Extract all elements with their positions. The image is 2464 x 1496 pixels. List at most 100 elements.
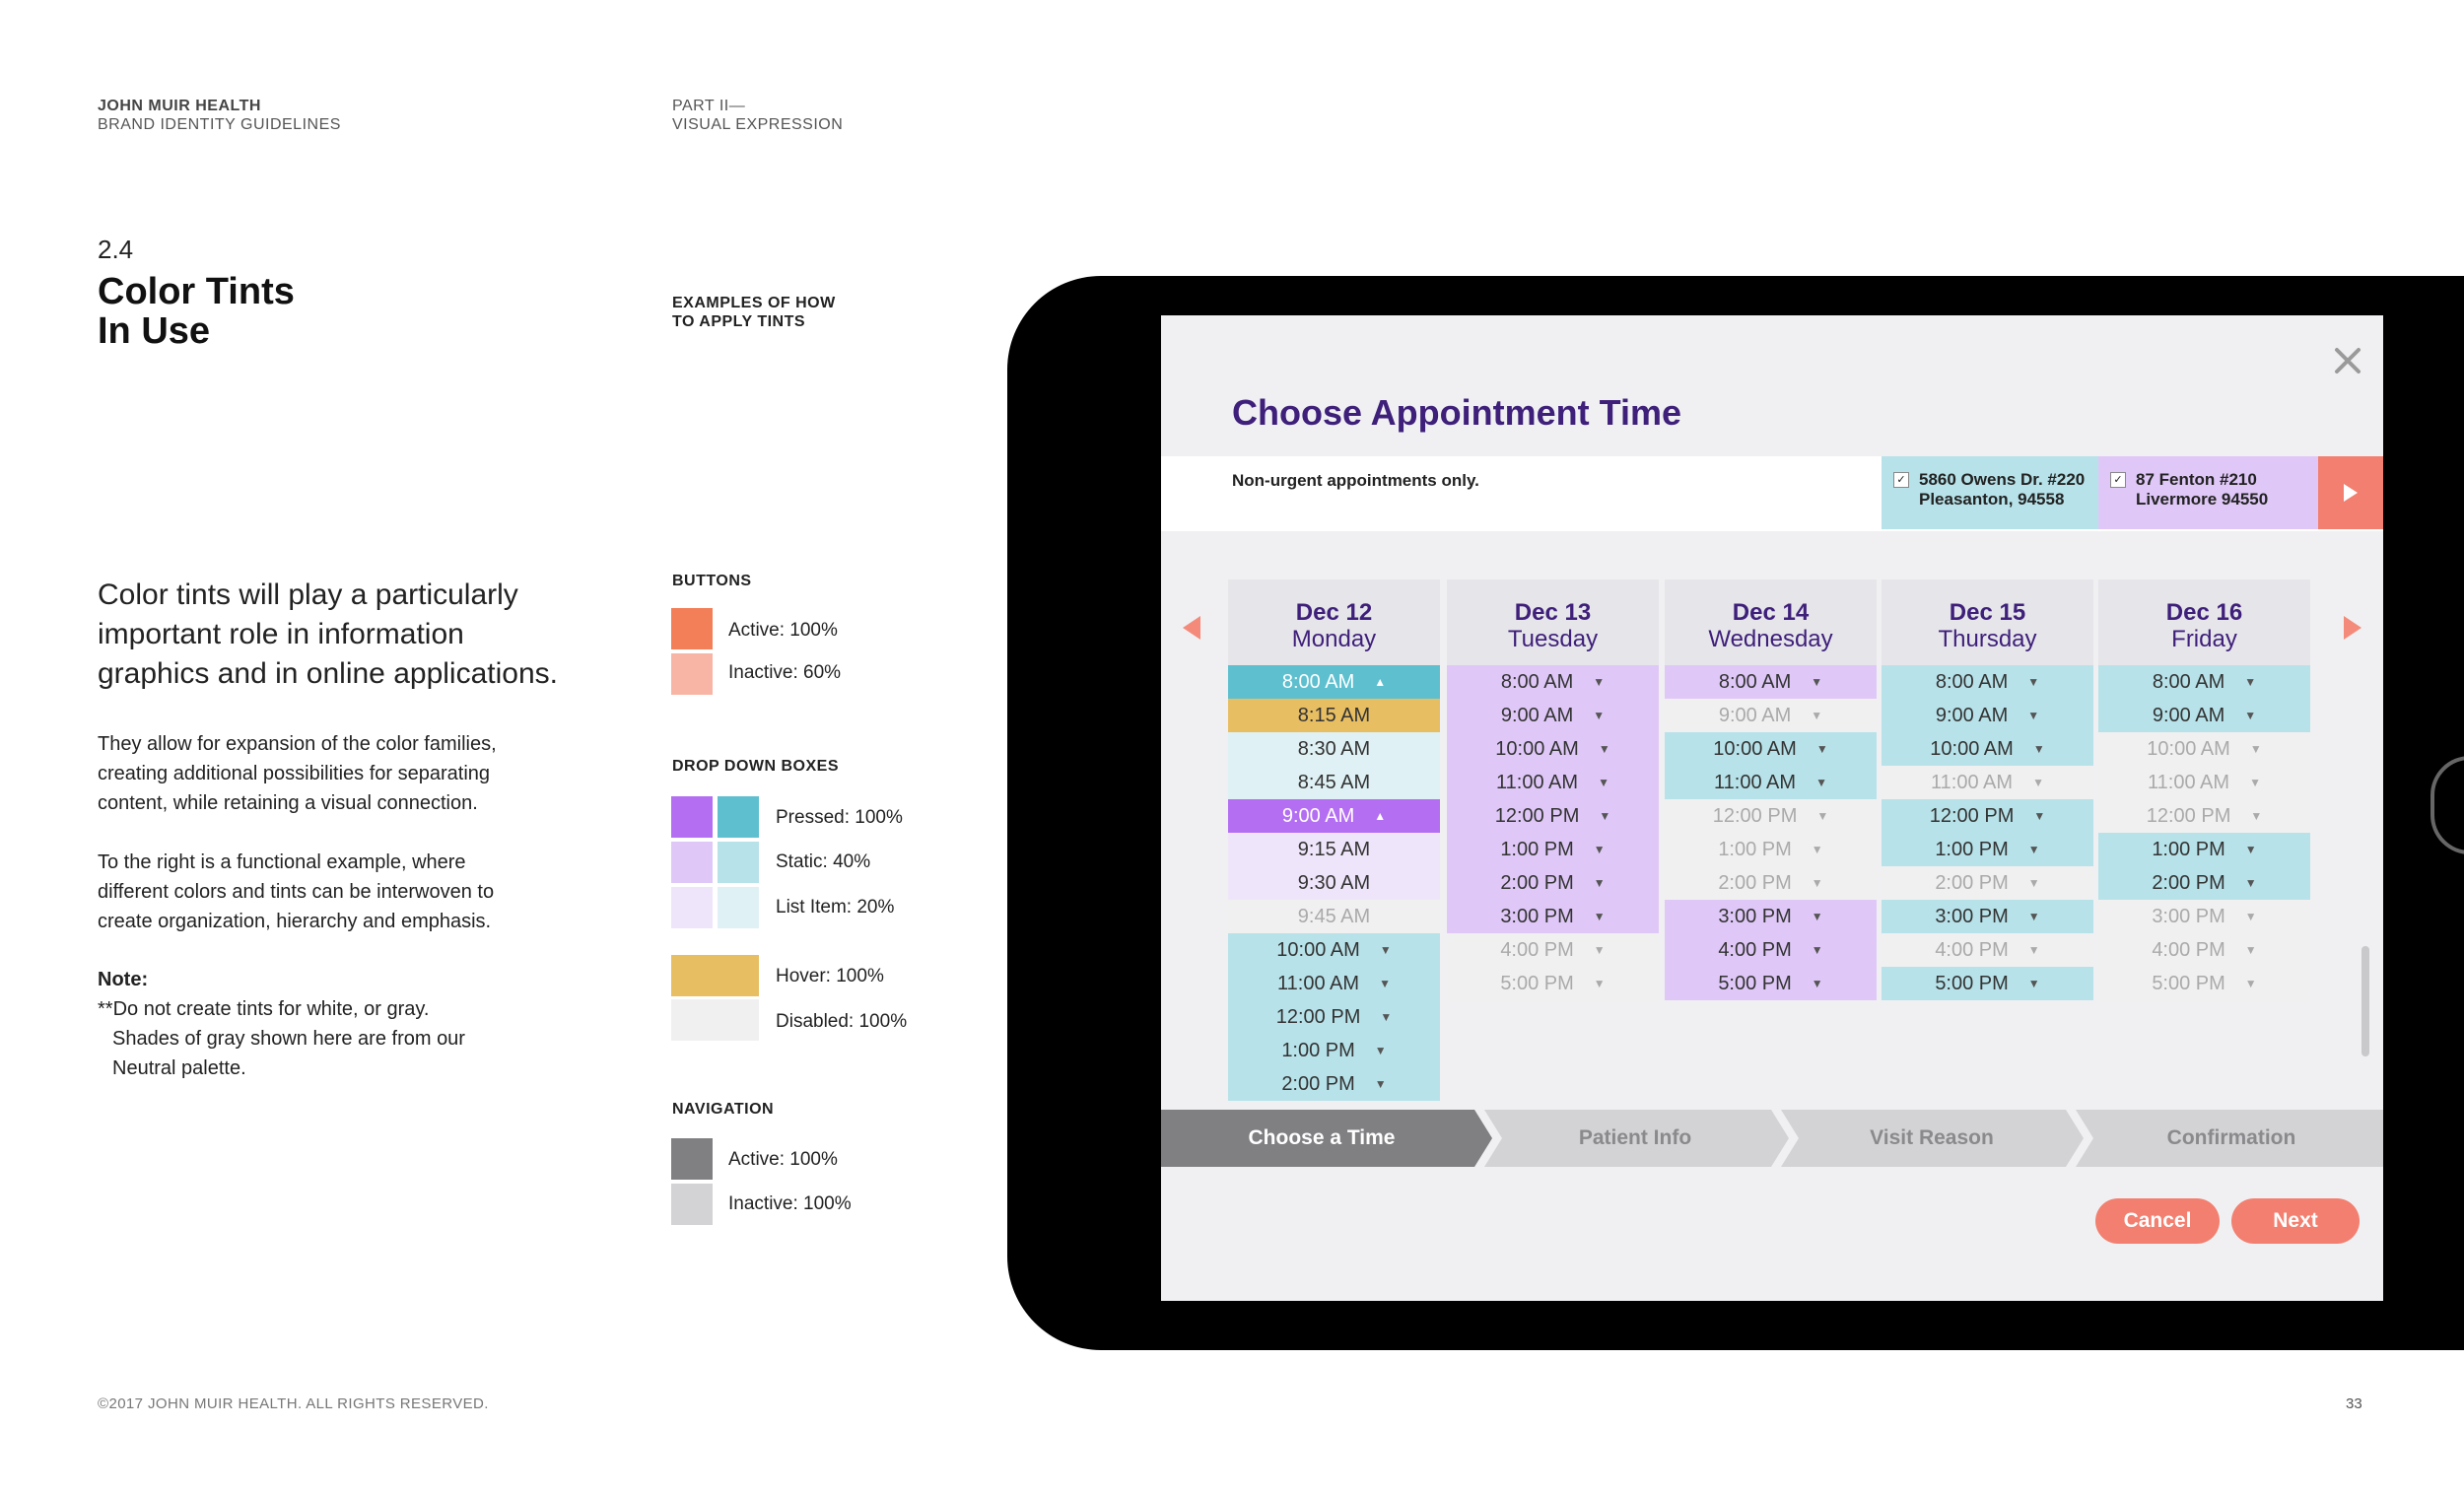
- location-option-2[interactable]: ✓ 87 Fenton #210 Livermore 94550: [2098, 456, 2318, 529]
- body-paragraph-1: They allow for expansion of the color fa…: [98, 729, 497, 818]
- location-2-line2: Livermore 94550: [2136, 490, 2269, 509]
- swatch-nav-active: [671, 1138, 713, 1180]
- step-confirmation[interactable]: Confirmation: [2166, 1126, 2296, 1149]
- caret-down-icon: ▼: [1593, 876, 1606, 890]
- time-label: 11:00 AM: [1714, 771, 1797, 793]
- caret-down-icon: ▼: [1811, 675, 1823, 689]
- time-label: 8:15 AM: [1297, 704, 1371, 726]
- header-part: PART II—: [672, 98, 746, 114]
- time-slot[interactable]: 9:30 AM: [1228, 866, 1440, 900]
- step-choose-time[interactable]: Choose a Time: [1248, 1126, 1396, 1149]
- time-slot[interactable]: 3:00 PM ▼: [1447, 900, 1659, 933]
- swatch-dd-static-purple: [671, 842, 713, 883]
- body-p1-line2: creating additional possibilities for se…: [98, 763, 491, 784]
- time-slot[interactable]: 8:00 AM ▼: [2098, 665, 2310, 699]
- caret-down-icon: ▼: [2244, 876, 2257, 890]
- time-slot[interactable]: 10:00 AM ▼: [1228, 933, 1440, 967]
- location-next-button[interactable]: [2318, 456, 2383, 529]
- next-button[interactable]: Next: [2231, 1198, 2360, 1244]
- time-slot[interactable]: 10:00 AM ▼: [1447, 732, 1659, 766]
- note-block: Note: **Do not create tints for white, o…: [98, 965, 465, 1083]
- note-line1: **Do not create tints for white, or gray…: [98, 998, 430, 1020]
- time-slot[interactable]: 1:00 PM ▼: [1447, 833, 1659, 866]
- time-slot[interactable]: 10:00 AM ▼: [1665, 732, 1877, 766]
- time-slot[interactable]: 12:00 PM ▼: [1228, 1000, 1440, 1034]
- time-label: 9:00 AM: [2152, 704, 2225, 726]
- swatch-dd-list-purple: [671, 887, 713, 928]
- time-slot[interactable]: 5:00 PM ▼: [1665, 967, 1877, 1000]
- step-visit-reason[interactable]: Visit Reason: [1870, 1126, 1994, 1149]
- time-slot[interactable]: 12:00 PM ▼: [1447, 799, 1659, 833]
- scrollbar-thumb[interactable]: [2361, 946, 2369, 1056]
- time-label: 1:00 PM: [2152, 838, 2225, 860]
- caret-down-icon: ▼: [1815, 776, 1827, 789]
- time-slot[interactable]: 3:00 PM ▼: [1665, 900, 1877, 933]
- next-week-icon[interactable]: [2342, 615, 2363, 641]
- time-slot[interactable]: 5:00 PM ▼: [1882, 967, 2093, 1000]
- day-name: Wednesday: [1708, 626, 1833, 652]
- time-slot[interactable]: 9:15 AM: [1228, 833, 1440, 866]
- time-slot[interactable]: 2:00 PM ▼: [1228, 1067, 1440, 1101]
- caret-up-icon: ▲: [1374, 809, 1387, 823]
- time-slot[interactable]: 9:00 AM ▼: [1447, 699, 1659, 732]
- location-option-1[interactable]: ✓ 5860 Owens Dr. #220 Pleasanton, 94558: [1882, 456, 2098, 529]
- time-slot[interactable]: 8:15 AM: [1228, 699, 1440, 732]
- time-slot[interactable]: 4:00 PM ▼: [1665, 933, 1877, 967]
- time-slot[interactable]: 1:00 PM ▼: [1882, 833, 2093, 866]
- cancel-button[interactable]: Cancel: [2095, 1198, 2220, 1244]
- time-slot[interactable]: 3:00 PM ▼: [1882, 900, 2093, 933]
- time-slot[interactable]: 8:45 AM: [1228, 766, 1440, 799]
- time-slot[interactable]: 8:00 AM ▼: [1665, 665, 1877, 699]
- checkbox-icon[interactable]: ✓: [1893, 472, 1909, 488]
- time-slot[interactable]: 8:00 AM ▲: [1228, 665, 1440, 699]
- time-label: 11:00 AM: [1277, 972, 1360, 994]
- time-slot[interactable]: 1:00 PM ▼: [2098, 833, 2310, 866]
- body-paragraph-2: To the right is a functional example, wh…: [98, 848, 494, 936]
- location-1-line1: 5860 Owens Dr. #220: [1919, 470, 2086, 489]
- swatch-dd-hover: [671, 955, 759, 996]
- step-patient-info[interactable]: Patient Info: [1578, 1126, 1692, 1149]
- time-slot: 4:00 PM ▼: [2098, 933, 2310, 967]
- time-slot[interactable]: 9:00 AM ▼: [1882, 699, 2093, 732]
- time-label: 1:00 PM: [1935, 838, 2009, 860]
- label-dd-disabled: Disabled: 100%: [776, 1011, 908, 1032]
- time-slot[interactable]: 11:00 AM ▼: [1665, 766, 1877, 799]
- time-slot[interactable]: 2:00 PM ▼: [2098, 866, 2310, 900]
- time-slot[interactable]: 8:00 AM ▼: [1447, 665, 1659, 699]
- time-label: 12:00 PM: [2146, 804, 2231, 827]
- caret-down-icon: ▼: [1598, 776, 1609, 789]
- time-slot[interactable]: 12:00 PM ▼: [1882, 799, 2093, 833]
- time-label: 12:00 PM: [1494, 804, 1580, 827]
- close-icon[interactable]: [2332, 345, 2363, 376]
- time-slot: 9:00 AM ▼: [1665, 699, 1877, 732]
- time-slot[interactable]: 8:30 AM: [1228, 732, 1440, 766]
- caret-down-icon: ▼: [2249, 776, 2261, 789]
- time-slot[interactable]: 9:00 AM ▼: [2098, 699, 2310, 732]
- time-slot[interactable]: 11:00 AM ▼: [1228, 967, 1440, 1000]
- time-slot[interactable]: 9:00 AM ▲: [1228, 799, 1440, 833]
- body-p1-line3: content, while retaining a visual connec…: [98, 792, 478, 814]
- time-slot[interactable]: 1:00 PM ▼: [1228, 1034, 1440, 1067]
- caret-down-icon: ▼: [2244, 943, 2257, 957]
- time-label: 11:00 AM: [1931, 771, 2014, 793]
- caret-down-icon: ▼: [2027, 876, 2040, 890]
- prev-week-icon[interactable]: [1181, 615, 1202, 641]
- time-label: 11:00 AM: [1496, 771, 1579, 793]
- caret-down-icon: ▼: [2027, 709, 2040, 722]
- label-dd-pressed: Pressed: 100%: [776, 807, 903, 828]
- time-slot[interactable]: 2:00 PM ▼: [1447, 866, 1659, 900]
- caret-down-icon: ▼: [1811, 876, 1823, 890]
- caret-down-icon: ▼: [2244, 977, 2257, 990]
- time-slot[interactable]: 10:00 AM ▼: [1882, 732, 2093, 766]
- checkbox-icon[interactable]: ✓: [2110, 472, 2126, 488]
- label-nav-inactive: Inactive: 100%: [728, 1193, 852, 1214]
- day-date: Dec 12: [1295, 599, 1373, 626]
- header-part-title: VISUAL EXPRESSION: [672, 116, 844, 133]
- day-name: Tuesday: [1507, 626, 1599, 652]
- time-slot[interactable]: 11:00 AM ▼: [1447, 766, 1659, 799]
- label-button-inactive: Inactive: 60%: [728, 662, 842, 683]
- time-label: 8:00 AM: [2152, 670, 2225, 693]
- time-label: 10:00 AM: [2147, 737, 2230, 760]
- time-slot[interactable]: 8:00 AM ▼: [1882, 665, 2093, 699]
- caret-down-icon: ▼: [1593, 843, 1606, 856]
